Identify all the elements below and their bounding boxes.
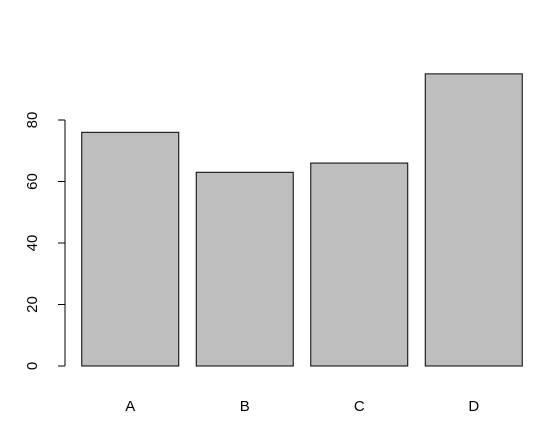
- bar: [81, 131, 180, 367]
- y-tick-label: 0: [24, 362, 41, 370]
- bar: [195, 171, 294, 367]
- bar: [310, 162, 409, 367]
- y-tick-label: 80: [24, 112, 41, 129]
- x-tick-label: C: [354, 398, 365, 415]
- bar: [424, 73, 523, 367]
- y-tick-label: 40: [24, 235, 41, 252]
- y-tick-label: 20: [24, 296, 41, 313]
- y-tick-label: 60: [24, 173, 41, 190]
- x-tick-label: B: [240, 398, 250, 415]
- x-tick-label: A: [125, 398, 135, 415]
- x-tick-label: D: [468, 398, 479, 415]
